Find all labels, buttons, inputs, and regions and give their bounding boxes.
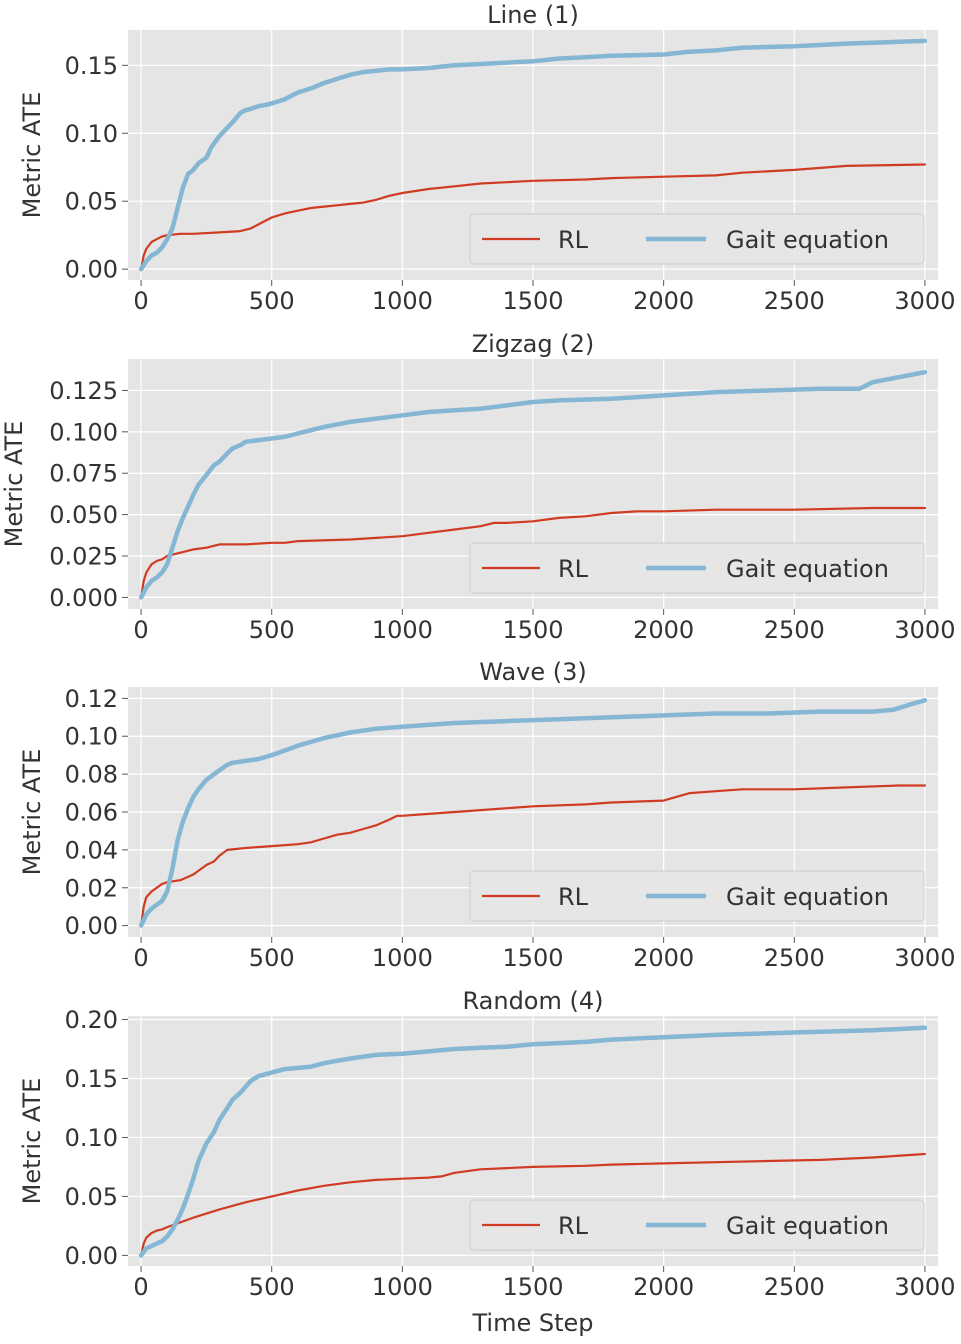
y-tick-label: 0.00	[65, 256, 118, 284]
legend-rl-label: RL	[558, 555, 589, 583]
x-tick-label: 1000	[372, 1273, 433, 1301]
x-tick-label: 3000	[894, 616, 955, 644]
x-tick-label: 0	[133, 1273, 148, 1301]
y-tick-label: 0.02	[65, 874, 118, 902]
x-tick-label: 500	[249, 944, 295, 972]
y-tick-label: 0.00	[65, 912, 118, 940]
y-tick-label: 0.10	[65, 120, 118, 148]
y-tick-label: 0.06	[65, 799, 118, 827]
legend-gait-label: Gait equation	[726, 1212, 889, 1240]
y-tick-label: 0.025	[49, 543, 118, 571]
panel-3: 0 500 1000 1500 2000 2500 3000 0.00 0.02 0.04 0.06…	[18, 658, 955, 972]
x-tick-label: 500	[249, 616, 295, 644]
x-tick-label: 1000	[372, 287, 433, 315]
gait-series-line	[138, 1025, 928, 1258]
y-tick-label: 0.00	[65, 1242, 118, 1270]
x-tick-label: 500	[249, 1273, 295, 1301]
y-tick-label: 0.10	[65, 1124, 118, 1152]
x-tick-label: 1500	[502, 1273, 563, 1301]
x-tick-label: 1000	[372, 616, 433, 644]
x-tick-label: 3000	[894, 287, 955, 315]
y-tick-label: 0.075	[49, 460, 118, 488]
panel-title: Line (1)	[487, 1, 579, 29]
panel-title: Random (4)	[463, 987, 604, 1015]
gait-series-line	[138, 369, 928, 600]
legend-rl-label: RL	[558, 883, 589, 911]
panel-1: 0 500 1000 1500 2000 2500 3000 0.00 0.05 0.10 0.15…	[18, 1, 955, 315]
x-tick-label: 2500	[764, 616, 825, 644]
y-tick-label: 0.20	[65, 1006, 118, 1034]
x-tick-label: 2500	[764, 944, 825, 972]
y-tick-label: 0.10	[65, 723, 118, 751]
y-tick-label: 0.15	[65, 1065, 118, 1093]
rl-series-line	[140, 1152, 927, 1257]
x-tick-label: 0	[133, 944, 148, 972]
y-axis-label: Metric ATE	[18, 1078, 46, 1205]
y-tick-label: 0.050	[49, 501, 118, 529]
x-axis-label: Time Step	[471, 1309, 593, 1337]
y-tick-label: 0.125	[49, 377, 118, 405]
x-tick-label: 2000	[633, 944, 694, 972]
y-axis-label: Metric ATE	[0, 421, 28, 548]
y-tick-label: 0.05	[65, 188, 118, 216]
panel-4: 0 500 1000 1500 2000 2500 3000 0.00 0.05 0.10 0.15…	[18, 987, 955, 1337]
y-tick-label: 0.15	[65, 52, 118, 80]
y-axis-label: Metric ATE	[18, 92, 46, 219]
legend: RL Gait equation	[469, 213, 925, 265]
x-tick-label: 0	[133, 616, 148, 644]
x-tick-label: 3000	[894, 1273, 955, 1301]
legend-rl-label: RL	[558, 1212, 589, 1240]
y-tick-label: 0.100	[49, 418, 118, 446]
x-tick-label: 2000	[633, 287, 694, 315]
x-tick-label: 2500	[764, 287, 825, 315]
legend: RL Gait equation	[469, 870, 925, 922]
y-tick-label: 0.000	[49, 584, 118, 612]
x-tick-label: 1500	[502, 944, 563, 972]
y-tick-label: 0.05	[65, 1183, 118, 1211]
gait-series-line	[138, 698, 928, 928]
x-tick-label: 2000	[633, 1273, 694, 1301]
gait-series-line	[138, 38, 928, 272]
rl-series-line	[140, 506, 927, 599]
y-tick-label: 0.08	[65, 761, 118, 789]
x-tick-label: 1500	[502, 616, 563, 644]
x-tick-label: 0	[133, 287, 148, 315]
x-tick-label: 2000	[633, 616, 694, 644]
panel-title: Wave (3)	[479, 658, 587, 686]
rl-series-line	[140, 784, 927, 927]
legend-gait-label: Gait equation	[726, 555, 889, 583]
x-tick-label: 1000	[372, 944, 433, 972]
y-tick-label: 0.04	[65, 836, 118, 864]
legend-gait-label: Gait equation	[726, 883, 889, 911]
legend-rl-label: RL	[558, 226, 589, 254]
panel-2: 0 500 1000 1500 2000 2500 3000 0.000 0.025 0.050 0…	[0, 330, 955, 644]
panel-title: Zigzag (2)	[472, 330, 595, 358]
y-tick-label: 0.12	[65, 685, 118, 713]
legend: RL Gait equation	[469, 542, 925, 594]
y-axis-label: Metric ATE	[18, 749, 46, 876]
x-tick-label: 1500	[502, 287, 563, 315]
x-tick-label: 2500	[764, 1273, 825, 1301]
legend: RL Gait equation	[469, 1199, 925, 1251]
x-tick-label: 500	[249, 287, 295, 315]
legend-gait-label: Gait equation	[726, 226, 889, 254]
x-tick-label: 3000	[894, 944, 955, 972]
